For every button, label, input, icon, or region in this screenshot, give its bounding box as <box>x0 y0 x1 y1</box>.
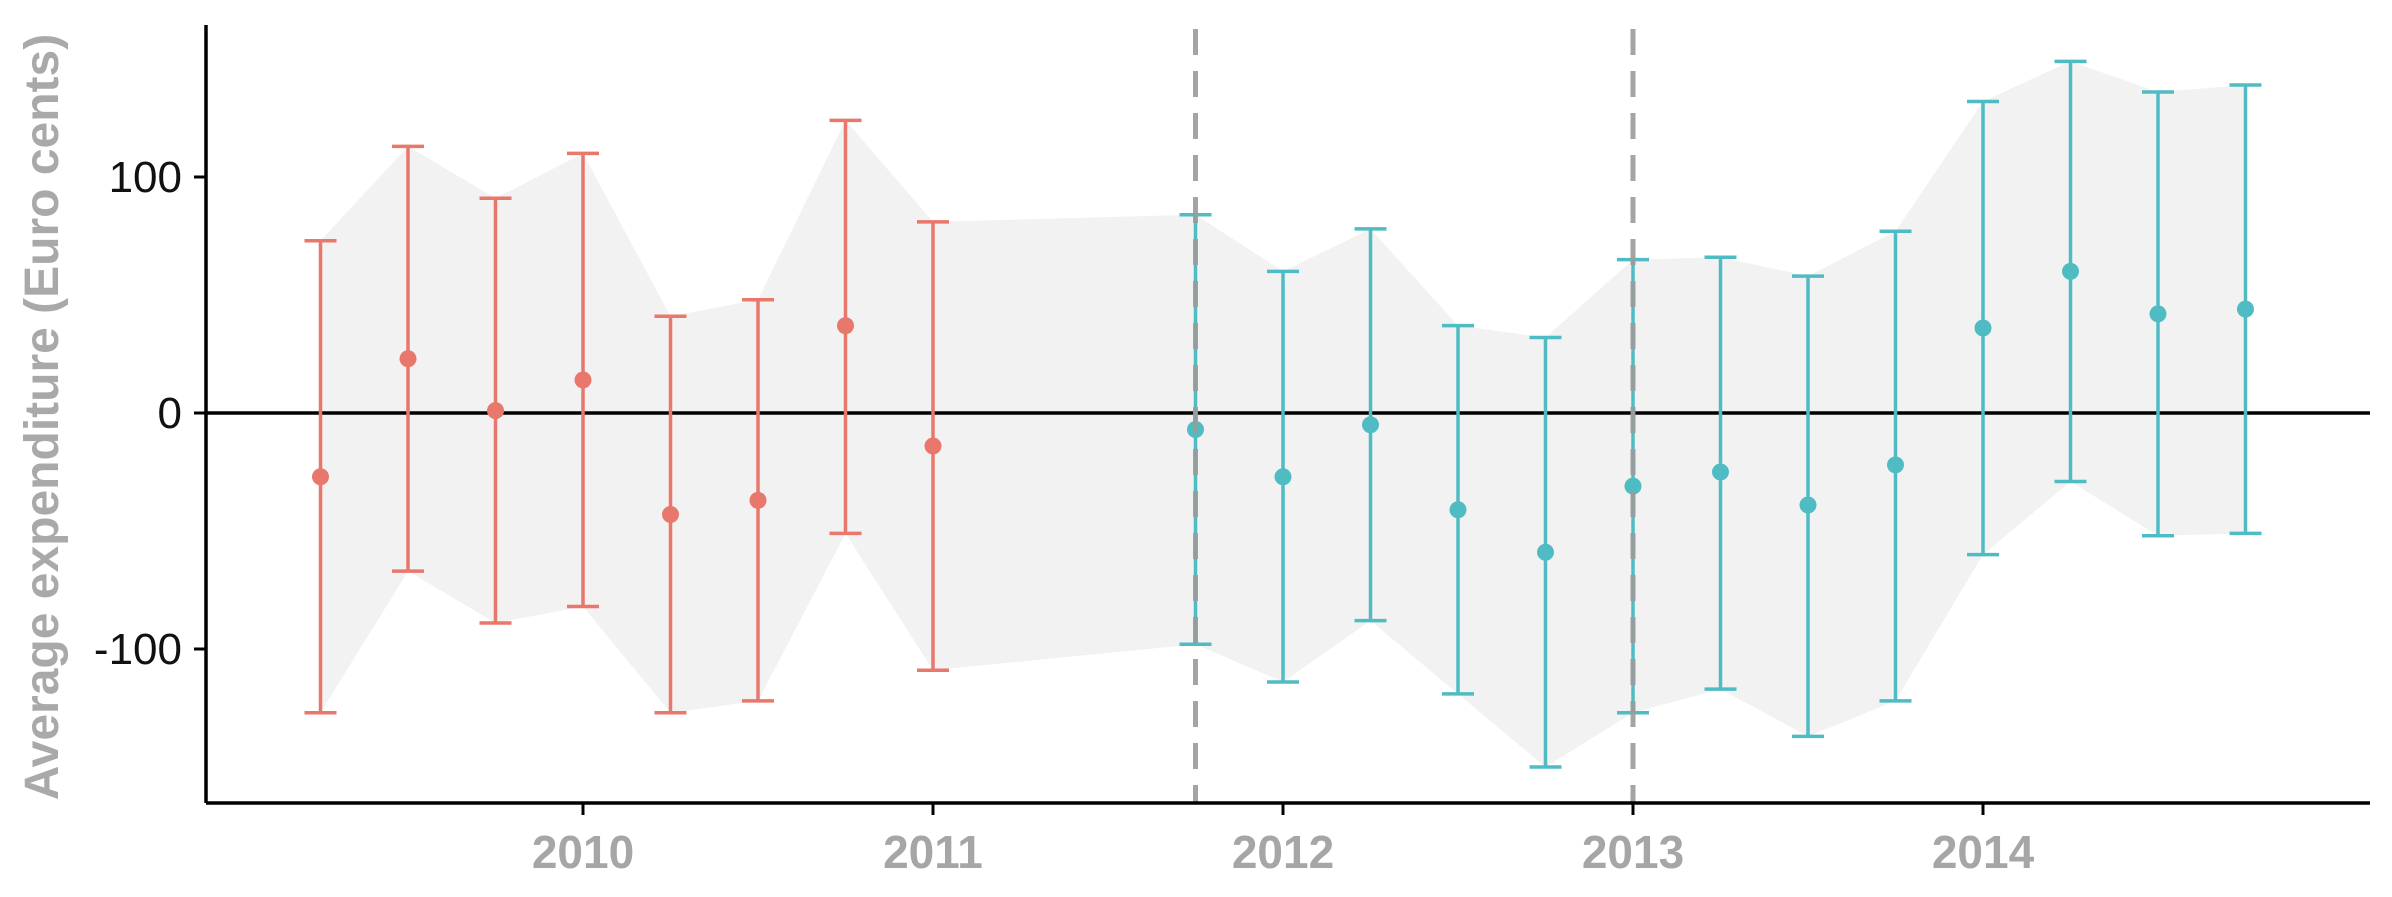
data-point <box>487 402 504 420</box>
data-point <box>749 491 767 509</box>
data-point <box>2237 300 2254 318</box>
data-point <box>1624 477 1642 495</box>
axis-layer: -100 0 100 2010 2011 2012 2013 2014 <box>94 25 2370 878</box>
data-point <box>574 371 592 389</box>
x-tick-label: 2013 <box>1582 826 1684 878</box>
data-point <box>2062 262 2079 280</box>
data-point <box>1974 319 1992 337</box>
data-point <box>1712 463 1729 481</box>
data-point <box>1887 456 1904 474</box>
data-point <box>924 437 942 455</box>
point-layer <box>312 262 2254 561</box>
data-point <box>1799 496 1817 514</box>
data-point <box>399 350 417 368</box>
data-point <box>837 317 854 335</box>
data-point <box>1274 468 1292 486</box>
x-tick-label: 2012 <box>1232 826 1334 878</box>
data-point <box>2149 305 2167 323</box>
y-tick-label: -100 <box>94 625 182 674</box>
y-tick-label: 100 <box>109 153 182 202</box>
x-tick-label: 2011 <box>883 826 983 878</box>
data-point <box>1362 416 1379 434</box>
y-axis-label: Average expenditure (Euro cents) <box>16 34 69 800</box>
x-tick-label: 2014 <box>1932 826 2035 878</box>
vertical-marker-layer <box>1193 29 1636 803</box>
data-point <box>1449 501 1467 519</box>
data-point <box>662 505 679 523</box>
data-point <box>312 468 329 486</box>
y-tick-label: 0 <box>158 389 182 438</box>
x-tick-label: 2010 <box>532 826 634 878</box>
data-point <box>1537 543 1554 561</box>
